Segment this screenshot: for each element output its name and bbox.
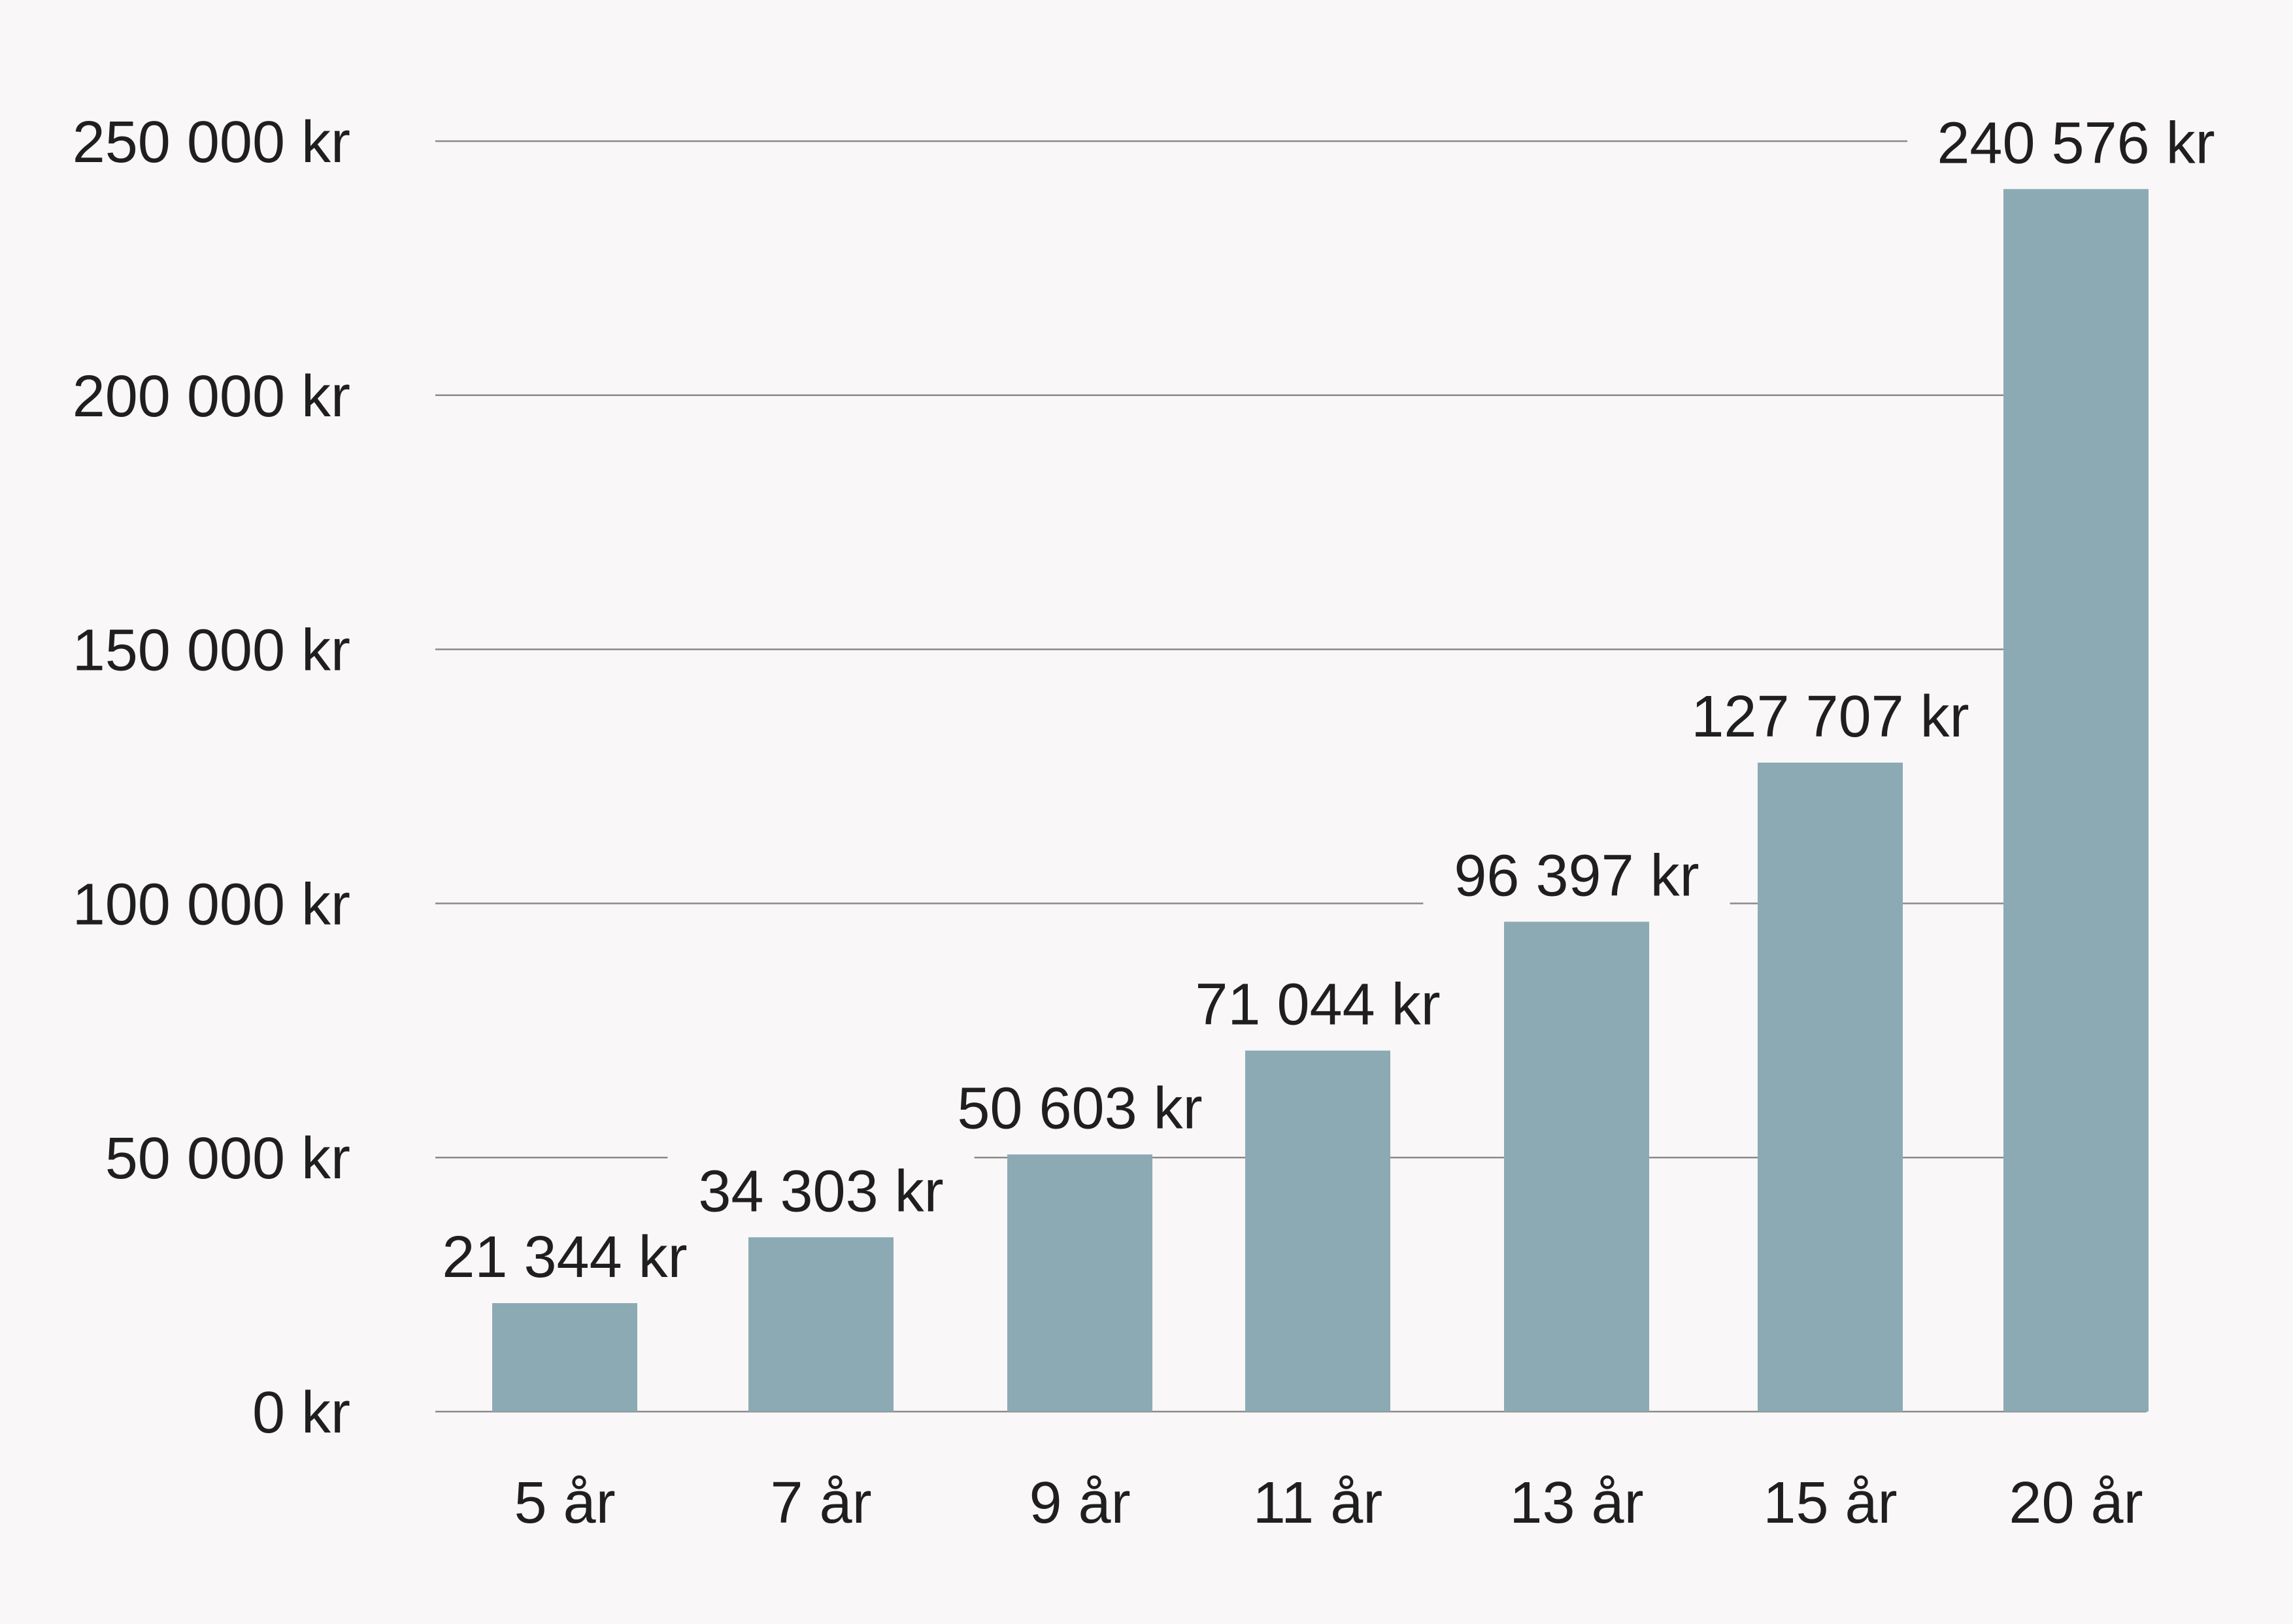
x-tick-label: 20 år bbox=[2009, 1470, 2143, 1536]
bar-value-label: 71 044 kr bbox=[1195, 972, 1440, 1038]
bar-value-label-backdrop bbox=[1662, 680, 1999, 752]
y-tick-label: 0 kr bbox=[252, 1380, 350, 1446]
y-tick-label: 200 000 kr bbox=[73, 364, 350, 429]
bar bbox=[2003, 189, 2149, 1412]
y-tick-label: 250 000 kr bbox=[73, 110, 350, 175]
bar bbox=[1007, 1154, 1152, 1412]
bar-value-label: 50 603 kr bbox=[957, 1076, 1202, 1142]
x-axis-tick-labels: 5 år 7 år 9 år 11 år 13 år 15 år 20 år bbox=[514, 1470, 2143, 1536]
bar-value-label: 21 344 kr bbox=[442, 1225, 687, 1290]
x-tick-label: 11 år bbox=[1253, 1470, 1382, 1536]
bar bbox=[1504, 921, 1649, 1412]
bar-value-label-backdrop bbox=[411, 1221, 718, 1293]
bar-value-label-backdrop bbox=[1164, 968, 1471, 1040]
bar bbox=[1245, 1050, 1390, 1412]
y-axis-tick-labels: 0 kr 50 000 kr 100 000 kr 150 000 kr 200 000… bbox=[73, 110, 350, 1446]
x-tick-label: 13 år bbox=[1509, 1470, 1643, 1536]
bar bbox=[748, 1237, 894, 1412]
bar-value-label-backdrop bbox=[667, 1155, 975, 1227]
x-tick-label: 15 år bbox=[1763, 1470, 1897, 1536]
y-tick-label: 50 000 kr bbox=[105, 1126, 350, 1191]
y-tick-label: 150 000 kr bbox=[73, 618, 350, 684]
bar-value-label: 34 303 kr bbox=[698, 1159, 943, 1224]
bars bbox=[492, 189, 2149, 1412]
y-tick-label: 100 000 kr bbox=[73, 872, 350, 937]
bar-value-label: 96 397 kr bbox=[1454, 843, 1699, 908]
x-tick-label: 9 år bbox=[1029, 1470, 1130, 1536]
bar-value-label-backdrop bbox=[926, 1072, 1233, 1144]
bar-value-label-backdrop bbox=[1423, 839, 1730, 912]
bar bbox=[1758, 762, 1903, 1412]
x-tick-label: 5 år bbox=[514, 1470, 615, 1536]
bar-value-label: 240 576 kr bbox=[1937, 110, 2215, 176]
bar bbox=[492, 1303, 637, 1412]
bar-value-label-backdrop bbox=[1907, 107, 2245, 179]
x-tick-label: 7 år bbox=[770, 1470, 871, 1536]
bar-value-label: 127 707 kr bbox=[1691, 684, 1969, 750]
